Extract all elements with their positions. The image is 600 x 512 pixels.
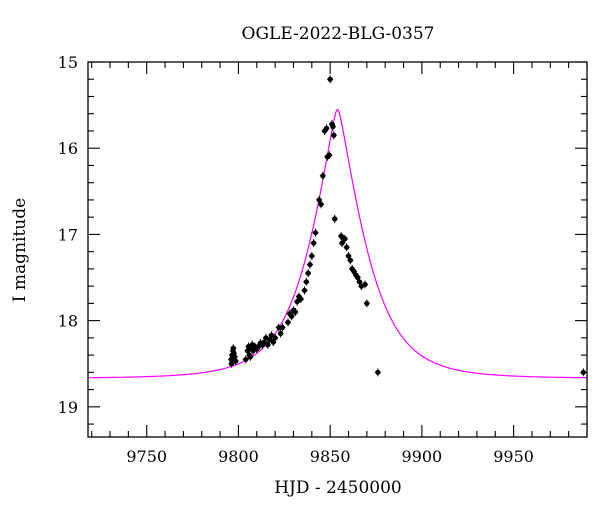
data-point (323, 124, 330, 133)
data-point (354, 273, 361, 282)
y-tick-label: 15 (58, 53, 78, 72)
x-tick-label: 9850 (310, 447, 351, 466)
data-point (301, 286, 308, 295)
data-point (247, 352, 254, 361)
data-point (228, 359, 235, 368)
data-point (312, 228, 319, 237)
x-tick-label: 9950 (493, 447, 534, 466)
model-curve-layer (88, 109, 587, 379)
y-tick-label: 18 (58, 312, 78, 331)
data-point (338, 232, 345, 241)
x-tick-label: 9900 (402, 447, 443, 466)
data-point (363, 299, 370, 308)
data-point (341, 234, 348, 243)
data-point (277, 329, 284, 338)
data-point (303, 277, 310, 286)
y-tick-label: 16 (58, 139, 78, 158)
data-point (339, 239, 346, 248)
data-point (279, 323, 286, 332)
y-tick-label: 19 (58, 398, 78, 417)
plot-frame (87, 61, 588, 438)
data-point (230, 344, 237, 353)
data-point (330, 131, 337, 140)
data-point (294, 297, 301, 306)
data-point (242, 355, 249, 364)
data-point (272, 333, 279, 342)
x-axis-label: HJD - 2450000 (274, 478, 402, 498)
chart-title: OGLE-2022-BLG-0357 (242, 24, 435, 44)
data-point (232, 357, 239, 366)
data-point (288, 312, 295, 321)
data-point (347, 256, 354, 265)
data-point (305, 269, 312, 278)
data-point (310, 239, 317, 248)
data-points-layer (228, 75, 587, 377)
data-point (268, 331, 275, 340)
data-point (374, 368, 381, 377)
data-point (362, 280, 369, 289)
model-curve (88, 109, 587, 379)
x-tick-label: 9800 (218, 447, 259, 466)
data-point (297, 295, 304, 304)
axis-ticks-layer: 9750 9800 9850 9900 9950 15 16 17 18 19 (58, 53, 588, 466)
data-point (284, 318, 291, 327)
y-tick-label: 17 (58, 225, 78, 244)
data-point (319, 171, 326, 180)
data-point (317, 200, 324, 209)
data-point (327, 75, 334, 84)
data-point (343, 243, 350, 252)
data-point (308, 251, 315, 260)
data-point (326, 151, 333, 160)
y-axis-label: I magnitude (10, 198, 30, 302)
x-tick-label: 9750 (126, 447, 167, 466)
data-point (264, 340, 271, 349)
data-point (329, 122, 336, 131)
data-point (331, 214, 338, 223)
data-point (306, 260, 313, 269)
data-point (292, 308, 299, 316)
